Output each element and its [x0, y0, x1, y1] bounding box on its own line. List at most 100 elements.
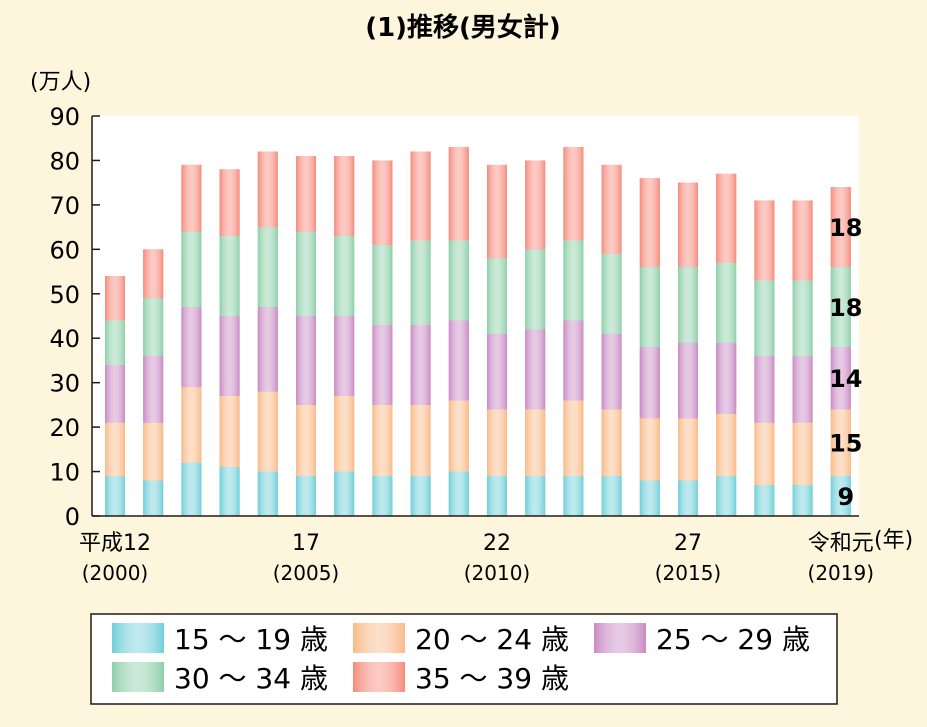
legend-item: 15 ～ 19 歳: [112, 623, 328, 656]
bar-segment: [219, 169, 240, 236]
x-tick-sublabel: (2015): [655, 561, 722, 585]
bar-segment: [296, 476, 316, 516]
bar-segment: [716, 342, 737, 414]
bar-segment: [257, 227, 278, 308]
bar-segment: [410, 404, 431, 476]
bar-segment: [257, 151, 278, 228]
bar-segment: [257, 391, 278, 472]
bar-segment: [410, 324, 431, 405]
bar-segment: [563, 240, 584, 321]
bar-segment: [219, 396, 240, 468]
y-axis: 0 10 20 30 40 50 60 70 80 90: [49, 103, 100, 531]
x-tick-label: 27: [674, 531, 702, 556]
bar-segment: [754, 484, 775, 516]
bar-segment: [487, 409, 507, 476]
bar-segment: [830, 187, 851, 268]
y-tick-label: 90: [49, 103, 80, 131]
bar-segment: [487, 164, 507, 259]
legend-label: 35 ～ 39 歳: [415, 662, 569, 695]
bar-segment: [563, 320, 584, 401]
bar-segment: [105, 320, 125, 365]
bar-segment: [487, 258, 507, 334]
bar-segment: [296, 156, 316, 232]
bar-segment: [372, 476, 393, 516]
bar-segment: [792, 422, 813, 485]
y-tick-label: 30: [49, 370, 80, 398]
data-label: 18: [829, 294, 862, 322]
bar-segment: [678, 267, 698, 343]
bar-segment: [601, 476, 622, 516]
bar-segment: [754, 422, 775, 485]
bar-segment: [410, 240, 431, 325]
bar-segment: [296, 231, 316, 316]
bar-segment: [487, 333, 507, 410]
y-tick-label: 20: [49, 414, 80, 442]
y-tick-label: 50: [49, 281, 80, 309]
bar-segment: [143, 422, 164, 481]
bar-segment: [525, 476, 546, 516]
y-axis-unit-label: (万人): [30, 70, 91, 95]
x-axis-unit-label: (年): [874, 528, 913, 553]
bar-segment: [792, 280, 813, 356]
bar-segment: [334, 236, 355, 316]
bar-segment: [678, 480, 698, 516]
bar-segment: [143, 298, 164, 356]
bar-segment: [525, 329, 546, 410]
chart-title: (1)推移(男女計): [365, 12, 561, 43]
legend-label: 15 ～ 19 歳: [174, 623, 328, 656]
x-tick-label: 22: [483, 531, 511, 556]
bar-segment: [143, 356, 164, 423]
data-label: 9: [837, 483, 854, 511]
y-tick-label: 0: [65, 503, 80, 531]
y-tick-label: 40: [49, 325, 80, 353]
legend-label: 30 ～ 34 歳: [174, 662, 328, 695]
bar-segment: [525, 249, 546, 330]
bar-segment: [639, 418, 660, 481]
legend-label: 25 ～ 29 歳: [656, 623, 810, 656]
bar-segment: [181, 231, 202, 308]
bar-segment: [296, 316, 316, 405]
bar-segment: [105, 422, 125, 476]
bar-segment: [525, 160, 546, 250]
x-tick-sublabel: (2005): [273, 561, 340, 585]
legend-item: 30 ～ 34 歳: [112, 662, 328, 695]
bar-segment: [448, 471, 469, 516]
y-tick-label: 10: [49, 459, 80, 487]
plot-area: [92, 116, 859, 516]
bar-segment: [792, 356, 813, 423]
bar-segment: [334, 471, 355, 516]
bar-segment: [601, 164, 622, 254]
bar-segment: [219, 467, 240, 516]
bar-segment: [563, 476, 584, 516]
bar-segment: [716, 262, 737, 343]
bar-segment: [678, 342, 698, 419]
bar-segment: [716, 173, 737, 263]
bar-segment: [219, 316, 240, 396]
bar-segment: [181, 307, 202, 388]
bar-segment: [792, 200, 813, 281]
bars: [105, 147, 851, 516]
x-tick-sublabel: (2019): [808, 561, 875, 585]
x-tick-sublabel: (2010): [464, 561, 531, 585]
bar-segment: [639, 347, 660, 419]
bar-segment: [105, 364, 125, 423]
x-tick-sublabel: (2000): [82, 561, 149, 585]
data-label: 15: [829, 430, 862, 458]
bar-segment: [830, 267, 851, 348]
bar-segment: [830, 409, 851, 476]
bar-segment: [334, 396, 355, 472]
bar-segment: [181, 462, 202, 516]
bar-segment: [257, 471, 278, 516]
bar-segment: [334, 316, 355, 396]
bar-segment: [716, 413, 737, 476]
bar-segment: [601, 409, 622, 476]
bar-segment: [601, 253, 622, 334]
bar-segment: [754, 356, 775, 423]
bar-segment: [448, 147, 469, 241]
data-label: 14: [829, 365, 862, 393]
bar-segment: [563, 147, 584, 241]
bar-segment: [296, 404, 316, 476]
legend-item: 35 ～ 39 歳: [353, 662, 569, 695]
data-labels: 9 15 14 18 18: [829, 214, 862, 511]
